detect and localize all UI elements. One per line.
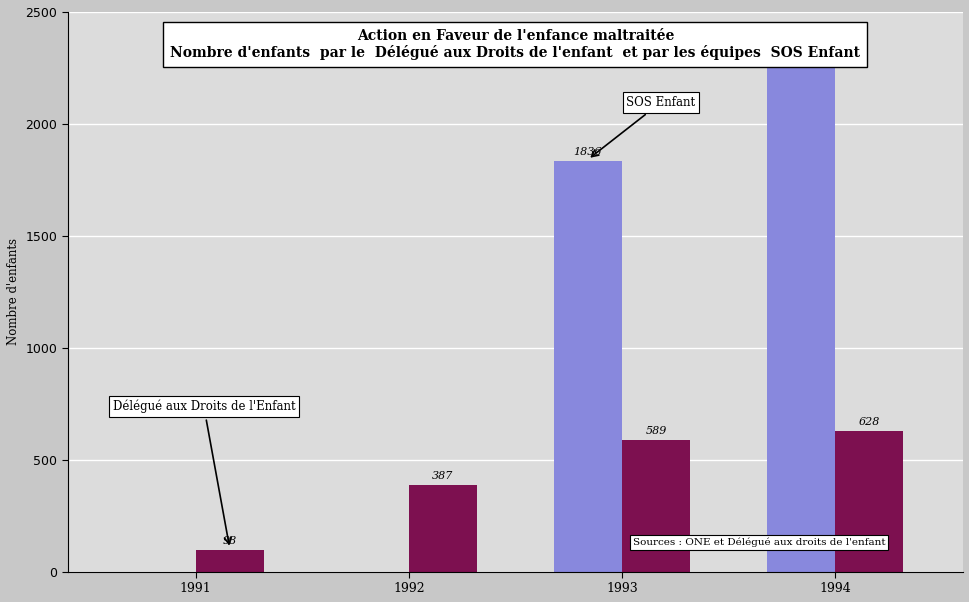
- Text: Délégué aux Droits de l'Enfant: Délégué aux Droits de l'Enfant: [112, 400, 295, 544]
- Bar: [408, 485, 477, 572]
- Bar: [196, 550, 264, 572]
- Text: 628: 628: [858, 417, 879, 427]
- Text: 98: 98: [223, 536, 236, 545]
- Text: Sources : ONE et Délégué aux droits de l'enfant: Sources : ONE et Délégué aux droits de l…: [632, 538, 885, 547]
- Bar: [553, 161, 621, 572]
- Text: 589: 589: [644, 426, 666, 436]
- Text: 2323: 2323: [786, 37, 815, 48]
- Bar: [834, 431, 902, 572]
- Bar: [621, 440, 690, 572]
- Text: 387: 387: [432, 471, 453, 481]
- Bar: [766, 52, 834, 572]
- Y-axis label: Nombre d'enfants: Nombre d'enfants: [7, 238, 20, 346]
- Text: Action en Faveur de l'enfance maltraitée
Nombre d'enfants  par le  Délégué aux D: Action en Faveur de l'enfance maltraitée…: [171, 29, 860, 60]
- Text: 1836: 1836: [573, 146, 602, 157]
- Text: SOS Enfant: SOS Enfant: [591, 96, 695, 157]
